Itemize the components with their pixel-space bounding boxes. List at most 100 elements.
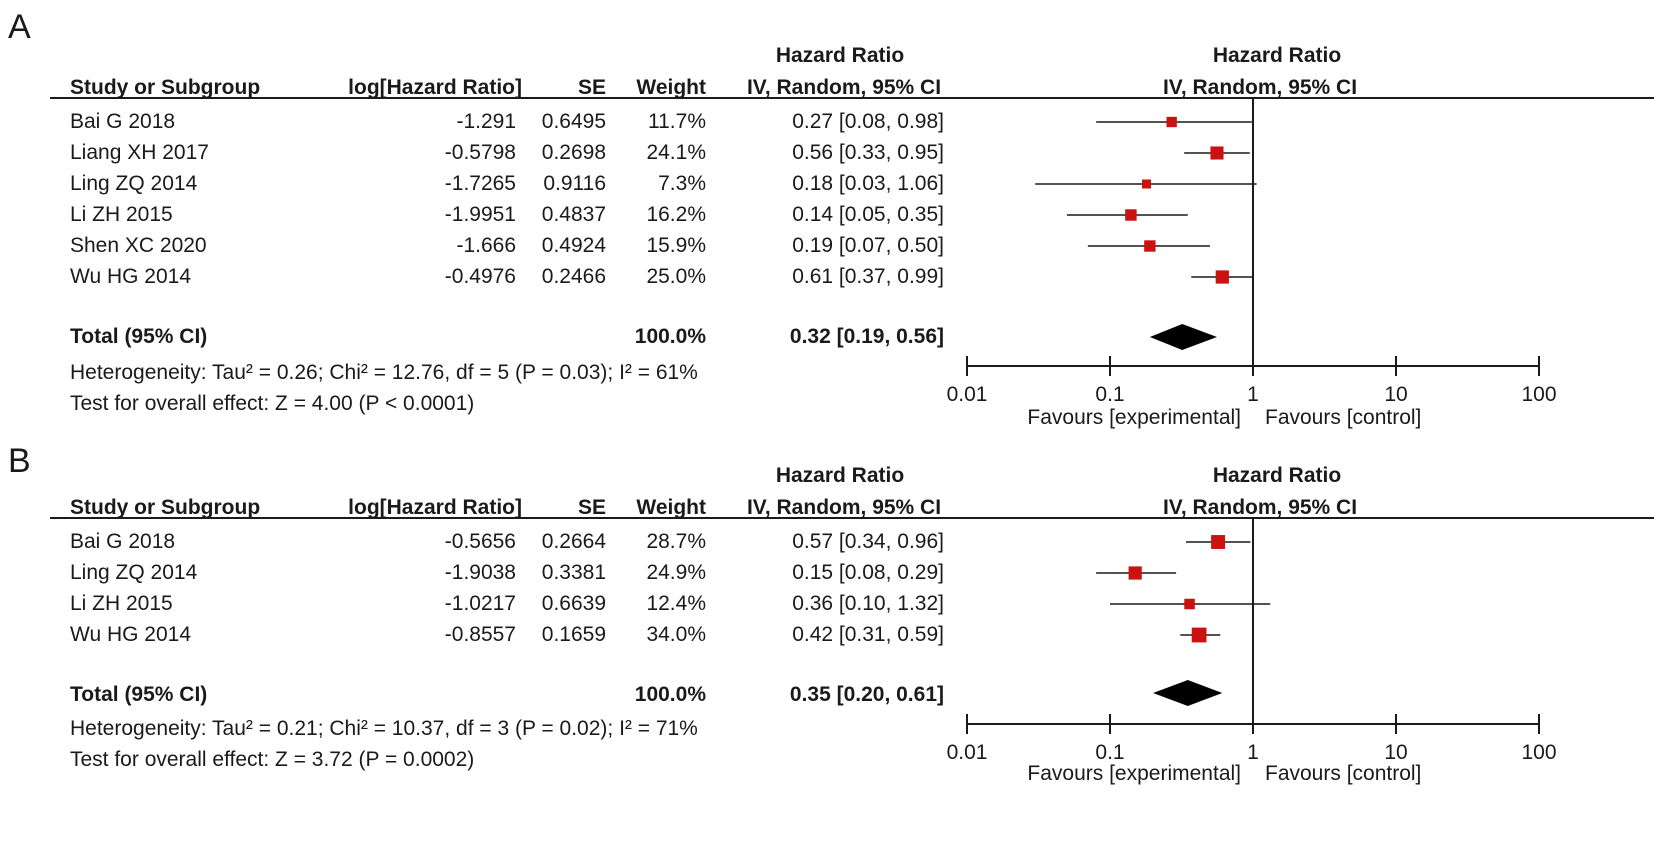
study-loghr: -1.9038 bbox=[444, 561, 516, 584]
study-name: Liang XH 2017 bbox=[70, 141, 209, 164]
study-square-marker bbox=[1125, 209, 1137, 221]
study-square-marker bbox=[1184, 598, 1195, 610]
study-loghr: -1.291 bbox=[456, 110, 516, 133]
study-se: 0.9116 bbox=[543, 172, 606, 195]
study-weight: 7.3% bbox=[658, 172, 706, 195]
study-weight: 24.9% bbox=[646, 561, 706, 584]
forest-plot-area: 0.01 0.1 1 10 100 Favours [experimental] Favou… bbox=[947, 517, 1557, 785]
x-tick-label: 1 bbox=[1247, 741, 1259, 764]
study-square-marker bbox=[1144, 240, 1156, 252]
study-loghr: -0.5798 bbox=[444, 141, 516, 164]
total-label: Total (95% CI) bbox=[70, 325, 208, 348]
hr-column-group-title: Hazard Ratio bbox=[775, 44, 905, 67]
study-name: Bai G 2018 bbox=[70, 110, 176, 133]
study-se: 0.2466 bbox=[541, 265, 606, 288]
study-square-marker bbox=[1215, 270, 1229, 284]
study-loghr: -1.666 bbox=[456, 234, 516, 257]
study-name: Ling ZQ 2014 bbox=[70, 172, 198, 195]
column-header-ci: IV, Random, 95% CI bbox=[746, 496, 942, 519]
study-name: Wu HG 2014 bbox=[70, 623, 192, 646]
study-name: Li ZH 2015 bbox=[70, 592, 173, 615]
study-weight: 16.2% bbox=[646, 203, 706, 226]
study-se: 0.3381 bbox=[541, 561, 606, 584]
x-tick-label: 0.1 bbox=[1095, 741, 1124, 764]
study-weight: 34.0% bbox=[646, 623, 706, 646]
study-ci: 0.36 [0.10, 1.32] bbox=[792, 592, 944, 615]
study-ci: 0.57 [0.34, 0.96] bbox=[792, 530, 944, 553]
column-header-study: Study or Subgroup bbox=[70, 496, 261, 519]
study-name: Bai G 2018 bbox=[70, 530, 176, 553]
total-label: Total (95% CI) bbox=[70, 683, 208, 706]
study-ci: 0.18 [0.03, 1.06] bbox=[792, 172, 944, 195]
study-name: Ling ZQ 2014 bbox=[70, 561, 198, 584]
x-tick-label: 100 bbox=[1521, 741, 1556, 764]
study-square-marker bbox=[1128, 566, 1142, 580]
plot-title: Hazard Ratio bbox=[1212, 44, 1342, 67]
column-header-weight: Weight bbox=[636, 76, 706, 99]
total-weight: 100.0% bbox=[634, 683, 706, 706]
study-square-marker bbox=[1211, 535, 1226, 549]
panel-label: B bbox=[8, 442, 31, 480]
study-name: Li ZH 2015 bbox=[70, 203, 173, 226]
x-tick-label: 0.01 bbox=[947, 383, 988, 406]
study-name: Shen XC 2020 bbox=[70, 234, 207, 257]
study-se: 0.4924 bbox=[541, 234, 606, 257]
study-ci: 0.19 [0.07, 0.50] bbox=[792, 234, 944, 257]
plot-subtitle: IV, Random, 95% CI bbox=[1162, 76, 1358, 99]
pooled-diamond bbox=[1153, 680, 1223, 706]
x-tick-label: 100 bbox=[1521, 383, 1556, 406]
header-rule bbox=[50, 517, 1654, 519]
forest-plot-panel-a: A Hazard Ratio Hazard Ratio Study or Sub… bbox=[0, 0, 1654, 429]
study-name: Wu HG 2014 bbox=[70, 265, 192, 288]
study-loghr: -0.4976 bbox=[444, 265, 516, 288]
study-loghr: -1.7265 bbox=[444, 172, 516, 195]
study-se: 0.2664 bbox=[541, 530, 606, 553]
column-header-weight: Weight bbox=[636, 496, 706, 519]
column-header-study: Study or Subgroup bbox=[70, 76, 261, 99]
total-weight: 100.0% bbox=[634, 325, 706, 348]
panel-label: A bbox=[8, 8, 31, 46]
study-weight: 28.7% bbox=[646, 530, 706, 553]
overall-effect-text: Test for overall effect: Z = 4.00 (P < 0… bbox=[70, 392, 475, 415]
study-loghr: -0.5656 bbox=[444, 530, 516, 553]
column-header-se: SE bbox=[577, 76, 606, 99]
study-ci: 0.61 [0.37, 0.99] bbox=[792, 265, 944, 288]
x-tick-label: 0.1 bbox=[1095, 383, 1124, 406]
study-se: 0.6639 bbox=[541, 592, 606, 615]
heterogeneity-text: Heterogeneity: Tau² = 0.26; Chi² = 12.76… bbox=[70, 361, 698, 384]
study-se: 0.2698 bbox=[541, 141, 606, 164]
study-weight: 25.0% bbox=[646, 265, 706, 288]
forest-plot-area: 0.01 0.1 1 10 100 Favours [experimental] Favou… bbox=[947, 97, 1557, 429]
study-ci: 0.15 [0.08, 0.29] bbox=[792, 561, 944, 584]
favours-experimental-label: Favours [experimental] bbox=[1027, 762, 1241, 785]
favours-experimental-label: Favours [experimental] bbox=[1027, 406, 1241, 429]
column-header-loghr: log[Hazard Ratio] bbox=[348, 76, 522, 99]
study-se: 0.4837 bbox=[541, 203, 606, 226]
overall-effect-text: Test for overall effect: Z = 3.72 (P = 0… bbox=[70, 748, 475, 771]
study-square-marker bbox=[1166, 116, 1177, 128]
study-ci: 0.56 [0.33, 0.95] bbox=[792, 141, 944, 164]
study-ci: 0.14 [0.05, 0.35] bbox=[792, 203, 944, 226]
column-header-se: SE bbox=[577, 496, 606, 519]
x-tick-label: 10 bbox=[1384, 741, 1407, 764]
study-square-marker bbox=[1142, 179, 1152, 189]
favours-control-label: Favours [control] bbox=[1265, 762, 1421, 785]
study-square-marker bbox=[1210, 146, 1224, 160]
study-se: 0.1659 bbox=[541, 623, 606, 646]
x-tick-label: 1 bbox=[1247, 383, 1259, 406]
study-weight: 11.7% bbox=[648, 110, 706, 133]
plot-subtitle: IV, Random, 95% CI bbox=[1162, 496, 1358, 519]
study-weight: 24.1% bbox=[646, 141, 706, 164]
pooled-diamond bbox=[1149, 324, 1217, 350]
hr-column-group-title: Hazard Ratio bbox=[775, 464, 905, 487]
study-se: 0.6495 bbox=[541, 110, 606, 133]
x-tick-label: 0.01 bbox=[947, 741, 988, 764]
study-loghr: -1.0217 bbox=[444, 592, 516, 615]
study-square-marker bbox=[1191, 627, 1207, 643]
study-ci: 0.42 [0.31, 0.59] bbox=[792, 623, 944, 646]
heterogeneity-text: Heterogeneity: Tau² = 0.21; Chi² = 10.37… bbox=[70, 717, 698, 740]
total-ci: 0.32 [0.19, 0.56] bbox=[789, 325, 944, 348]
plot-title: Hazard Ratio bbox=[1212, 464, 1342, 487]
study-weight: 15.9% bbox=[646, 234, 706, 257]
forest-plot-panel-b: B Hazard Ratio Hazard Ratio Study or Sub… bbox=[0, 442, 1654, 859]
